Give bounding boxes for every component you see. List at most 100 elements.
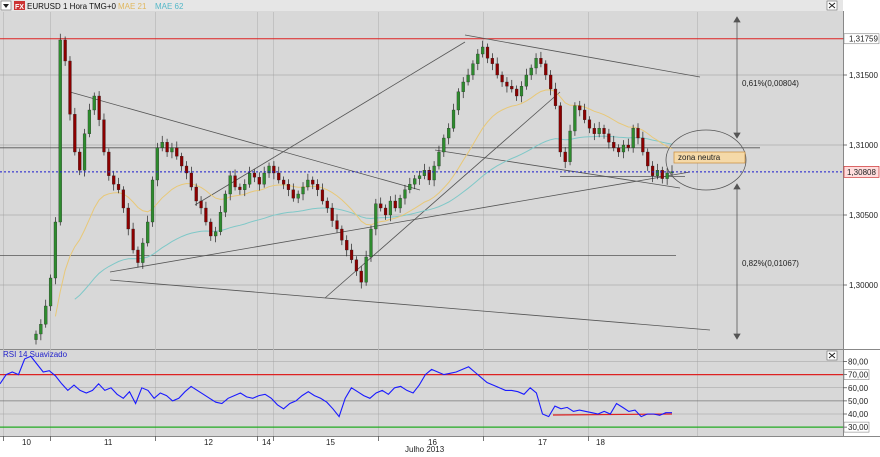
neutral-zone-label: zona neutra bbox=[678, 153, 721, 162]
price-axis: 1,31759 1,31500 1,31000 1,30500 1,30000 bbox=[843, 33, 880, 290]
candle-body bbox=[578, 105, 582, 111]
candle-body bbox=[631, 128, 635, 148]
candle-body bbox=[160, 142, 164, 148]
candle-body bbox=[471, 63, 475, 76]
upper-percent-label: 0,61%(0,00804) bbox=[742, 79, 799, 88]
trendline-falling-top bbox=[464, 34, 701, 78]
time-axis: 10 11 12 14 15 16 17 18 bbox=[3, 436, 605, 447]
candle-body bbox=[267, 165, 271, 174]
candle-body bbox=[447, 128, 451, 139]
candle-body bbox=[602, 128, 606, 134]
candle-body bbox=[78, 151, 82, 171]
rsi-axis: 80,00 70,00 60,00 50,00 40,00 30,00 bbox=[843, 358, 870, 433]
time-tick-label: 11 bbox=[104, 438, 113, 447]
candle-body bbox=[539, 58, 543, 64]
candle-body bbox=[97, 95, 101, 120]
candle-body bbox=[461, 81, 465, 92]
rsi-label[interactable]: RSI 14 Suavizado bbox=[3, 350, 68, 359]
candle-body bbox=[597, 128, 601, 134]
candle-body bbox=[301, 186, 305, 195]
candle-body bbox=[519, 86, 524, 97]
current-price-box bbox=[843, 166, 880, 178]
neutral-zone-box bbox=[673, 151, 746, 164]
rsi-grid bbox=[0, 361, 843, 428]
candle-body bbox=[184, 165, 189, 174]
candle-body bbox=[388, 200, 393, 216]
trendline-upper-left bbox=[69, 91, 421, 191]
time-axis-bg bbox=[0, 436, 880, 457]
candle-body bbox=[534, 58, 538, 69]
candle-body bbox=[403, 189, 407, 199]
candle-body bbox=[136, 249, 140, 263]
candle-body bbox=[422, 170, 426, 176]
time-tick-label: 15 bbox=[326, 438, 335, 447]
candle-body bbox=[335, 220, 339, 230]
candle-body bbox=[311, 179, 315, 185]
time-tick-label: 17 bbox=[538, 438, 547, 447]
candle-body bbox=[451, 109, 456, 129]
candle-body bbox=[374, 203, 378, 230]
candle-body bbox=[592, 128, 596, 134]
trendline-lower-left bbox=[109, 279, 711, 331]
trendlines bbox=[69, 34, 711, 331]
candle-body bbox=[296, 193, 300, 199]
candle-body bbox=[34, 333, 38, 340]
candle-body bbox=[116, 184, 121, 190]
candle-body bbox=[194, 186, 198, 202]
candle-body bbox=[48, 277, 53, 307]
candle-body bbox=[359, 270, 363, 283]
trendline-falling-bottom bbox=[434, 149, 681, 189]
candle-body bbox=[495, 63, 499, 76]
candle-body bbox=[383, 207, 388, 216]
candle-body bbox=[563, 151, 567, 162]
candle-body bbox=[655, 170, 660, 176]
time-tick-label: 16 bbox=[428, 438, 437, 447]
candle-body bbox=[73, 114, 77, 153]
candle-body bbox=[442, 137, 446, 153]
candle-body bbox=[544, 63, 548, 76]
neutral-zone-ellipse bbox=[665, 129, 747, 191]
candle-body bbox=[189, 172, 193, 188]
candle-body bbox=[553, 88, 558, 106]
candle-body bbox=[413, 178, 417, 185]
candle-body bbox=[621, 144, 626, 153]
candle-body bbox=[437, 151, 441, 167]
candle-body bbox=[330, 207, 334, 221]
candle-body bbox=[408, 184, 412, 190]
price-tick-label: 1,30000 bbox=[849, 281, 878, 290]
mae-62-label[interactable]: MAE 62 bbox=[155, 2, 184, 11]
candle-body bbox=[466, 74, 470, 83]
candle-body bbox=[524, 74, 528, 87]
price-tick-label: 1,31500 bbox=[849, 71, 878, 80]
candle-body bbox=[549, 74, 553, 90]
rsi-tick-label: 80,00 bbox=[848, 358, 869, 367]
candle-body bbox=[325, 200, 329, 209]
candle-body bbox=[616, 147, 621, 153]
header-bar bbox=[0, 0, 843, 11]
candle-body bbox=[180, 156, 184, 167]
candle-body bbox=[53, 221, 58, 279]
candle-body bbox=[150, 179, 155, 223]
candle-body bbox=[252, 172, 257, 178]
candle-body bbox=[612, 142, 616, 148]
trendline-rising-channel-bottom bbox=[324, 91, 561, 299]
mae-21-label[interactable]: MAE 21 bbox=[118, 2, 147, 11]
candle-body bbox=[107, 151, 111, 176]
candle-body bbox=[315, 184, 320, 190]
candle-body bbox=[262, 172, 266, 185]
candle-body bbox=[650, 165, 655, 176]
candle-body bbox=[277, 172, 281, 181]
rsi-tick-label: 50,00 bbox=[848, 397, 869, 406]
candle-body bbox=[87, 109, 92, 134]
candle-body bbox=[39, 324, 43, 335]
candle-body bbox=[291, 189, 295, 199]
symbol-label[interactable]: EURUSD 1 Hora TMG+0 bbox=[27, 2, 117, 11]
price-tick-label: 1,30500 bbox=[849, 211, 878, 220]
time-tick-label: 10 bbox=[22, 438, 31, 447]
candle-body bbox=[272, 165, 276, 174]
candle-body bbox=[607, 133, 611, 143]
candle-body bbox=[126, 207, 130, 230]
candle-body bbox=[306, 179, 310, 188]
candle-body bbox=[500, 74, 504, 83]
candle-body bbox=[209, 221, 213, 237]
